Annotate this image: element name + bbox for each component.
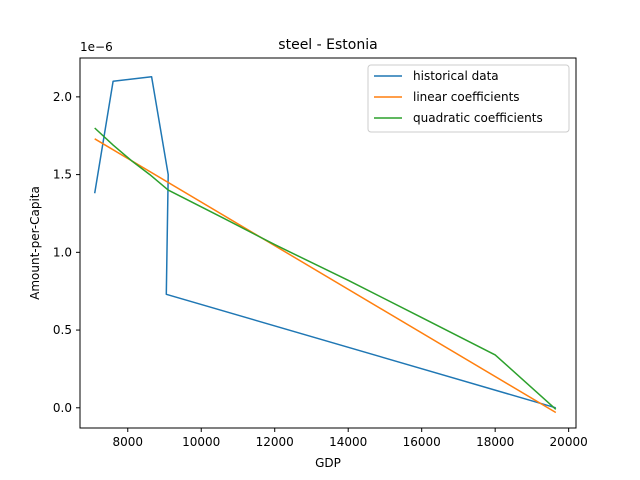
legend-label-3: quadratic coefficients <box>413 111 543 125</box>
x-axis: 8000 10000 12000 14000 16000 18000 20000 <box>112 428 588 449</box>
x-tick-label: 20000 <box>550 435 588 449</box>
y-tick-label: 0.0 <box>53 401 72 415</box>
x-tick-label: 12000 <box>256 435 294 449</box>
y-axis-label: Amount-per-Capita <box>28 186 42 300</box>
series-line-1 <box>93 75 557 409</box>
legend-label-1: historical data <box>413 69 499 83</box>
y-axis: 0.0 0.5 1.0 1.5 2.0 <box>53 90 80 415</box>
plot-frame <box>79 57 577 429</box>
x-tick-label: 8000 <box>112 435 143 449</box>
y-tick-label: 0.5 <box>53 323 72 337</box>
chart-title: steel - Estonia <box>278 37 377 53</box>
y-tick-label: 1.5 <box>53 168 72 182</box>
x-tick-label: 14000 <box>329 435 367 449</box>
x-tick-label: 10000 <box>182 435 220 449</box>
y-tick-label: 2.0 <box>53 90 72 104</box>
legend-label-2: linear coefficients <box>413 90 520 104</box>
x-tick-label: 16000 <box>403 435 441 449</box>
plot-area <box>79 57 577 429</box>
legend: historical data linear coefficients quadra… <box>367 64 570 133</box>
series-layer <box>93 75 557 414</box>
series-line-3 <box>94 127 557 410</box>
x-tick-label: 18000 <box>476 435 514 449</box>
x-axis-label: GDP <box>315 456 341 470</box>
y-offset-label: 1e−6 <box>80 40 113 54</box>
y-tick-label: 1.0 <box>53 245 72 259</box>
legend-frame <box>367 64 570 133</box>
series-line-2 <box>94 138 557 414</box>
